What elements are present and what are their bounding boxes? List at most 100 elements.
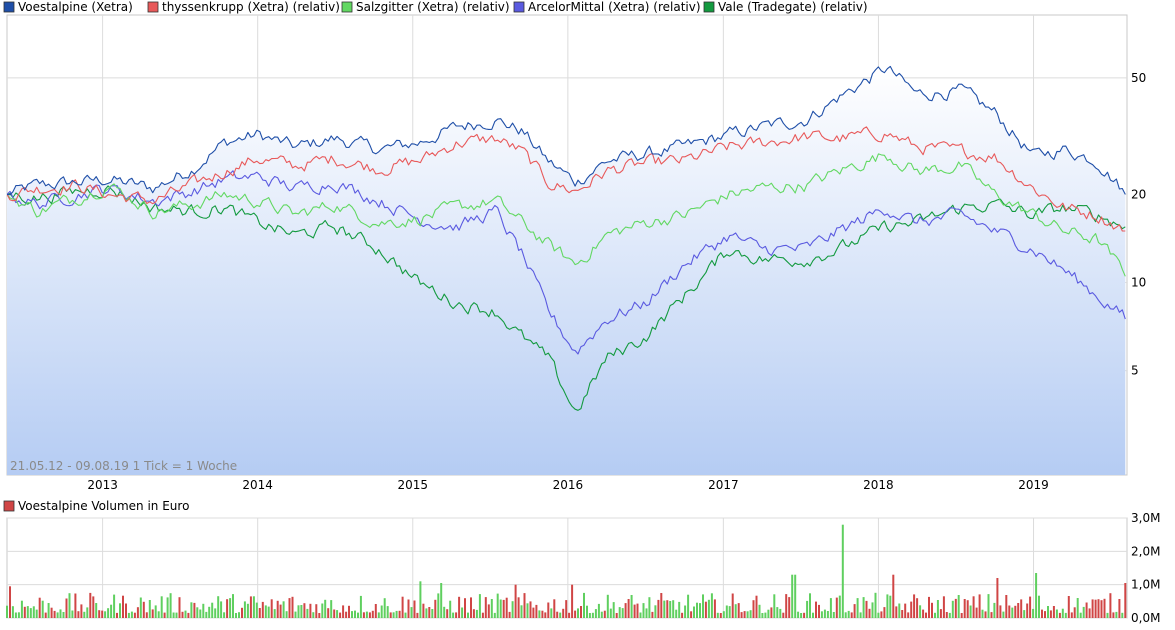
volume-bar bbox=[443, 606, 446, 618]
volume-y-tick-label: 1,0M bbox=[1131, 578, 1160, 592]
volume-bar bbox=[517, 597, 520, 618]
volume-bar bbox=[1112, 612, 1115, 618]
volume-bar bbox=[1073, 607, 1076, 618]
volume-bar bbox=[981, 609, 984, 618]
volume-bar bbox=[544, 612, 547, 618]
volume-bar bbox=[583, 592, 585, 618]
volume-bar bbox=[681, 612, 684, 618]
volume-bar bbox=[470, 597, 472, 618]
volume-bar bbox=[1002, 611, 1005, 618]
main-x-axis: 2013 2014 2015 2016 2017 2018 2019 bbox=[87, 478, 1048, 492]
volume-bar bbox=[199, 609, 202, 618]
volume-bar bbox=[1115, 611, 1118, 618]
volume-bar bbox=[398, 610, 401, 618]
volume-bar bbox=[125, 603, 127, 618]
volume-bar bbox=[520, 605, 523, 618]
volume-bar bbox=[895, 606, 898, 618]
volume-bar bbox=[508, 611, 511, 618]
volume-bar bbox=[232, 594, 234, 618]
volume-bar bbox=[948, 612, 951, 618]
volume-bar bbox=[475, 609, 478, 618]
volume-bar bbox=[428, 607, 431, 618]
volume-bar bbox=[193, 602, 196, 618]
volume-bar bbox=[702, 594, 704, 618]
volume-bar bbox=[339, 612, 342, 618]
volume-bar bbox=[514, 584, 517, 618]
volume-bar bbox=[276, 600, 279, 618]
volume-bar bbox=[419, 581, 422, 618]
volume-bar bbox=[1124, 583, 1127, 618]
volume-bar bbox=[740, 612, 743, 618]
volume-bar bbox=[365, 611, 368, 618]
volume-bar bbox=[71, 610, 74, 618]
volume-bar bbox=[954, 598, 957, 618]
volume-bar bbox=[148, 600, 151, 618]
volume-bar bbox=[77, 611, 80, 618]
volume-bar bbox=[571, 584, 574, 618]
range-label: 21.05.12 - 09.08.19 1 Tick = 1 Woche bbox=[10, 459, 237, 473]
volume-bar bbox=[862, 597, 865, 618]
volume-bar bbox=[389, 612, 392, 618]
volume-bar bbox=[728, 606, 731, 618]
volume-bar bbox=[431, 609, 434, 618]
volume-bar bbox=[1064, 612, 1067, 618]
volume-bar bbox=[220, 601, 223, 618]
volume-bar bbox=[663, 600, 666, 618]
volume-bar bbox=[452, 612, 455, 618]
x-tick-label: 2016 bbox=[553, 478, 584, 492]
volume-bar bbox=[1121, 612, 1124, 618]
volume-bar bbox=[916, 598, 919, 618]
volume-bar bbox=[38, 597, 41, 618]
volume-bar bbox=[300, 605, 303, 618]
volume-bar bbox=[47, 603, 50, 618]
volume-bar bbox=[56, 612, 59, 618]
legend-swatch bbox=[3, 1, 15, 13]
volume-bar bbox=[166, 597, 169, 618]
volume-bar bbox=[336, 610, 339, 618]
volume-bar bbox=[1061, 608, 1064, 618]
volume-bar bbox=[577, 608, 579, 618]
volume-bar bbox=[957, 595, 960, 618]
volume-bar bbox=[490, 599, 493, 618]
volume-bar bbox=[434, 599, 437, 618]
volume-bar bbox=[410, 607, 413, 618]
volume-bar bbox=[630, 595, 633, 618]
volume-bar bbox=[874, 592, 877, 618]
volume-bar bbox=[797, 611, 800, 618]
volume-bar bbox=[963, 599, 966, 618]
volume-bar bbox=[196, 607, 199, 618]
volume-bar bbox=[621, 608, 624, 618]
volume-bar bbox=[119, 603, 121, 618]
volume-bar bbox=[936, 600, 939, 618]
volume-bar bbox=[258, 608, 261, 618]
volume-bar bbox=[919, 605, 922, 618]
volume-bar bbox=[285, 611, 288, 618]
volume-bar bbox=[945, 612, 948, 618]
volume-bar bbox=[782, 612, 785, 618]
volume-bar bbox=[172, 612, 175, 618]
volume-bar bbox=[871, 602, 874, 618]
volume-bar bbox=[737, 603, 740, 618]
volume-bar bbox=[788, 597, 791, 618]
volume-bar bbox=[386, 606, 389, 618]
volume-bar bbox=[633, 604, 636, 618]
volume-bar bbox=[934, 612, 936, 618]
volume-bar bbox=[907, 612, 910, 618]
volume-bar bbox=[1109, 593, 1112, 618]
legend-swatch bbox=[513, 1, 525, 13]
volume-bar bbox=[29, 608, 32, 618]
volume-bar bbox=[267, 606, 270, 618]
volume-bar bbox=[478, 594, 481, 618]
volume-bar bbox=[422, 603, 425, 618]
volume-bar bbox=[693, 606, 695, 618]
volume-bar bbox=[1052, 606, 1055, 618]
volume-bar bbox=[657, 599, 660, 618]
volume-bar bbox=[160, 596, 163, 618]
volume-bar bbox=[229, 598, 232, 618]
volume-bar bbox=[820, 611, 823, 618]
volume-bar bbox=[835, 597, 838, 618]
x-tick-label: 2013 bbox=[87, 478, 118, 492]
volume-bar bbox=[62, 612, 65, 618]
volume-bar bbox=[627, 599, 630, 618]
